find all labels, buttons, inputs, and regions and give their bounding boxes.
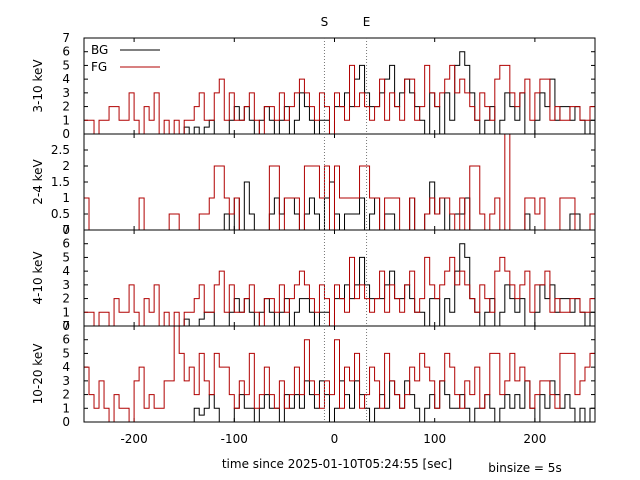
- y-tick-label: 3: [62, 86, 70, 100]
- y-tick-label: 2: [62, 388, 70, 402]
- y-tick-label: 3: [62, 374, 70, 388]
- y-tick-label: 5: [62, 346, 70, 360]
- x-tick-label: 100: [423, 432, 446, 446]
- legend-label-BG: BG: [91, 43, 108, 57]
- panel-2-4-keV: 0 0.5 1 1.5 2 2.5 2-4 keV: [31, 133, 596, 237]
- y-tick-label: 0.5: [51, 207, 70, 221]
- y-tick-label: 4: [62, 360, 70, 374]
- y-tick-label: 2.5: [51, 143, 70, 157]
- y-tick-label: 2: [62, 292, 70, 306]
- y-tick-label: 1: [62, 305, 70, 319]
- y-tick-label: 3: [62, 278, 70, 292]
- y-axis-label: 2-4 keV: [31, 158, 45, 204]
- panel-frame: [83, 37, 596, 135]
- end-marker-label: E: [363, 15, 371, 29]
- y-tick-label: 6: [62, 333, 70, 347]
- start-marker-label: S: [321, 15, 329, 29]
- y-tick-label: 5: [62, 250, 70, 264]
- y-tick-label: 6: [62, 45, 70, 59]
- y-tick-label: 4: [62, 264, 70, 278]
- y-tick-label: 1.5: [51, 175, 70, 189]
- y-tick-label: 2: [62, 159, 70, 173]
- x-tick-label: 0: [331, 432, 339, 446]
- y-tick-label: 2: [62, 100, 70, 114]
- x-tick-label: -200: [120, 432, 147, 446]
- panel-frame: [83, 325, 596, 423]
- y-tick-label: 7: [62, 319, 70, 333]
- legend: BG FG: [91, 43, 160, 74]
- y-tick-label: 0: [62, 415, 70, 429]
- x-axis-label: time since 2025-01-10T05:24:55 [sec]: [222, 457, 452, 471]
- y-tick-label: 0: [62, 319, 70, 333]
- y-tick-label: 6: [62, 237, 70, 251]
- series-BG: [84, 51, 595, 135]
- y-tick-label: 5: [62, 58, 70, 72]
- y-axis-label: 10-20 keV: [31, 343, 45, 405]
- y-tick-label: 1: [62, 401, 70, 415]
- x-tick-label: -100: [221, 432, 248, 446]
- x-tick-label: 200: [523, 432, 546, 446]
- series-FG: [84, 64, 596, 135]
- y-tick-label: 7: [62, 223, 70, 237]
- y-tick-label: 0: [62, 127, 70, 141]
- y-tick-label: 0: [62, 223, 70, 237]
- panel-frame: [83, 229, 596, 327]
- y-tick-label: 7: [62, 31, 70, 45]
- y-tick-label: 1: [62, 113, 70, 127]
- y-axis-label: 4-10 keV: [31, 251, 45, 305]
- y-tick-label: 1: [62, 191, 70, 205]
- legend-label-FG: FG: [91, 60, 107, 74]
- y-axis-label: 3-10 keV: [31, 59, 45, 113]
- series-FG: [84, 256, 596, 327]
- x-axis: -200 -100 0 100 200: [120, 432, 546, 446]
- binsize-label: binsize = 5s: [488, 461, 561, 475]
- series-FG: [84, 325, 596, 423]
- y-tick-label: 4: [62, 72, 70, 86]
